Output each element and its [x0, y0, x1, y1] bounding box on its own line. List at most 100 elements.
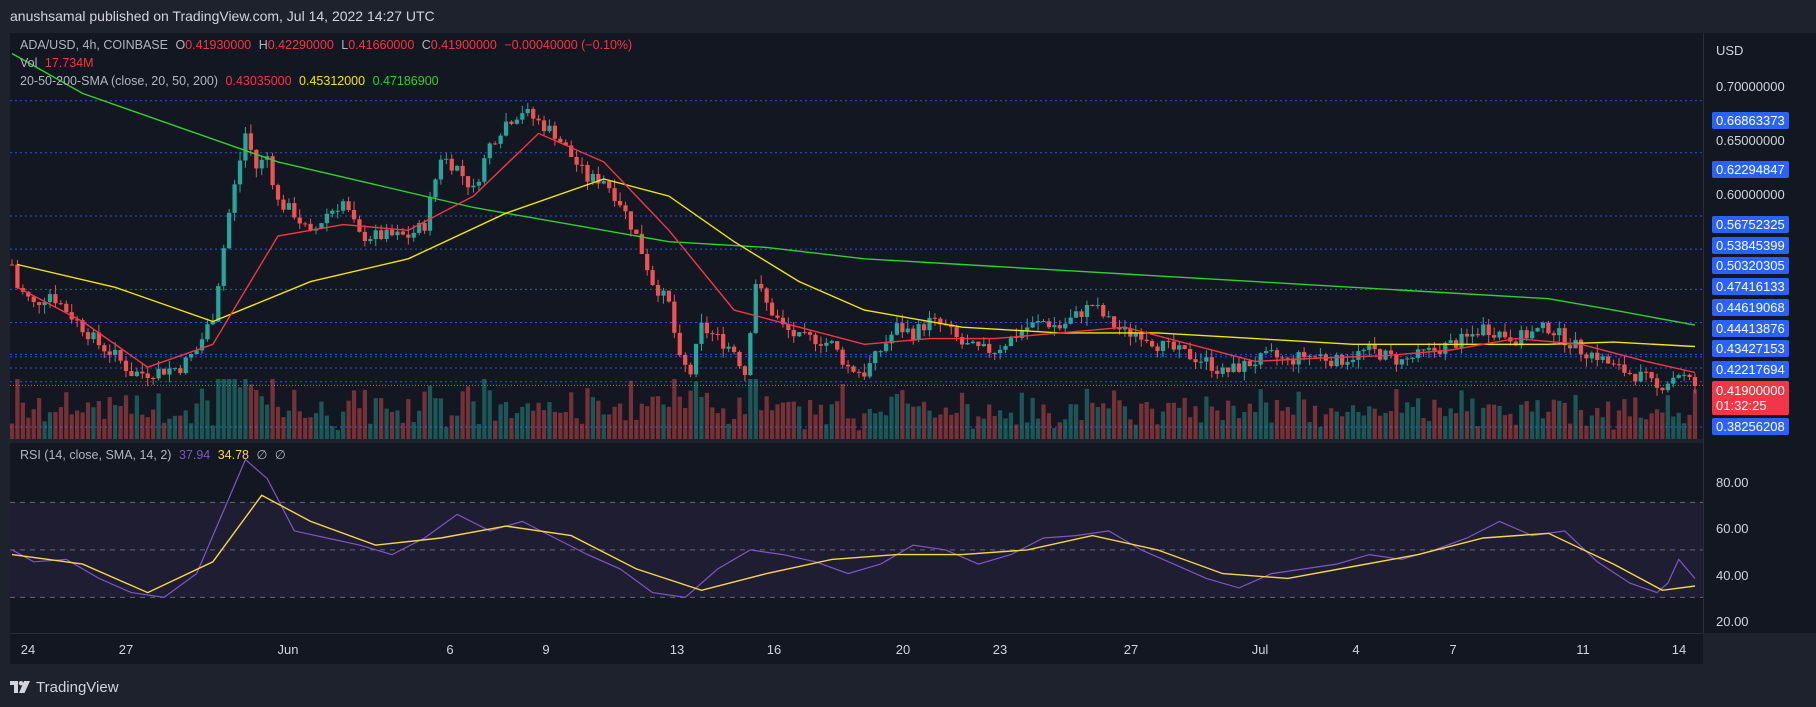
volume-bar	[1030, 397, 1035, 439]
price-level-label: 0.38256208	[1712, 418, 1789, 435]
candle-body	[650, 270, 655, 285]
volume-bar	[759, 410, 764, 439]
candle-body	[482, 158, 487, 182]
time-tick: 6	[446, 642, 454, 657]
volume-bar	[1253, 412, 1258, 439]
candle-body	[221, 248, 226, 286]
candle-body	[270, 156, 275, 186]
volume-bar	[509, 418, 514, 439]
volume-bar	[20, 402, 25, 439]
candle-body	[37, 302, 42, 306]
rsi-chart[interactable]	[10, 443, 1703, 633]
volume-value: 17.734M	[44, 56, 94, 70]
volume-bar	[368, 423, 373, 439]
brand-name[interactable]: TradingView	[36, 678, 119, 696]
last-price-label: 0.41900000 01:32:25	[1712, 381, 1789, 415]
publisher-line: anushsamal published on TradingView.com,…	[10, 8, 435, 24]
tradingview-logo-icon[interactable]	[10, 681, 30, 693]
time-axis[interactable]: 24 27 Jun 6 9 13 16 20 23 27 Jul 4 7 11 …	[10, 633, 1703, 664]
candle-body	[536, 118, 541, 121]
candle-body	[775, 315, 780, 318]
candle-body	[1215, 370, 1220, 374]
rsi-label[interactable]: RSI (14, close, SMA, 14, 2)	[20, 448, 172, 462]
volume-bar	[80, 412, 85, 439]
candle-body	[759, 283, 764, 289]
symbol-label[interactable]: ADA/USD, 4h, COINBASE	[20, 38, 168, 52]
candle-body	[525, 109, 530, 114]
candle-body	[1155, 346, 1160, 352]
candle-body	[1139, 333, 1144, 340]
volume-bar	[1388, 411, 1394, 439]
volume-bar	[129, 413, 134, 439]
candle-body	[498, 135, 503, 144]
volume-bar	[341, 411, 346, 439]
candle-body	[1334, 354, 1339, 367]
candle-body	[1231, 363, 1236, 373]
volume-bar	[780, 402, 786, 439]
volume-bar	[319, 401, 324, 439]
rsi-pane[interactable]: RSI (14, close, SMA, 14, 2) 37.94 34.78 …	[10, 443, 1703, 633]
volume-bar	[569, 392, 574, 439]
volume-bar	[1345, 411, 1350, 439]
candle-body	[818, 344, 824, 346]
candle-body	[1497, 331, 1502, 338]
volume-bar	[1394, 389, 1399, 439]
candle-body	[748, 333, 753, 376]
axis-unit: USD	[1716, 43, 1744, 58]
open-value: 0.41930000	[185, 38, 252, 52]
candle-body	[596, 173, 601, 184]
rsi-sma-line	[11, 494, 1696, 594]
candle-body	[1682, 374, 1687, 376]
volume-bar	[824, 424, 829, 439]
volume-bar	[954, 412, 959, 439]
volume-bar	[900, 390, 905, 439]
candle-body	[1633, 373, 1638, 382]
volume-bar	[1378, 415, 1383, 439]
candle-body	[1367, 343, 1372, 350]
volume-bar	[1361, 415, 1366, 439]
sma-label[interactable]: 20-50-200-SMA (close, 20, 50, 200)	[20, 74, 219, 88]
candle-body	[607, 181, 612, 189]
volume-bar	[889, 396, 894, 439]
volume-bar	[1350, 405, 1356, 439]
candle-body	[1003, 346, 1008, 350]
candle-body	[85, 332, 91, 340]
volume-bar	[585, 388, 590, 439]
volume-bar	[1269, 422, 1274, 439]
candle-body	[1035, 320, 1041, 323]
candle-body	[693, 343, 699, 375]
volume-bar	[1209, 406, 1214, 439]
candle-body	[1671, 377, 1676, 384]
rsi-line	[11, 458, 1696, 599]
candle-body	[932, 317, 938, 319]
candle-body	[634, 229, 639, 234]
volume-bar	[628, 380, 634, 439]
volume-bar	[102, 418, 107, 439]
candle-body	[189, 354, 194, 358]
volume-label[interactable]: Vol	[20, 56, 38, 70]
price-level-label: 0.42217694	[1712, 361, 1789, 378]
volume-bar	[64, 392, 69, 439]
candle-body	[1622, 364, 1627, 373]
price-pane[interactable]: ADA/USD, 4h, COINBASE O0.41930000 H0.422…	[9, 33, 1703, 439]
price-chart[interactable]	[9, 33, 1703, 439]
rsi-tick: 60.00	[1716, 521, 1749, 536]
volume-bar	[601, 414, 606, 439]
candle-body	[1339, 354, 1345, 365]
time-tick: 11	[1576, 642, 1590, 657]
volume-bar	[1367, 406, 1372, 439]
candle-body	[541, 120, 547, 132]
candle-body	[547, 125, 552, 132]
candle-body	[91, 332, 96, 340]
candle-body	[1084, 304, 1090, 317]
sma20-line	[17, 132, 1696, 374]
candle-body	[15, 264, 20, 289]
candle-body	[9, 264, 15, 266]
candle-body	[1014, 337, 1019, 339]
candle-body	[764, 288, 769, 303]
volume-bar	[75, 410, 80, 439]
volume-bar	[1155, 424, 1160, 439]
candle-body	[1117, 327, 1122, 330]
sma50-value: 0.45312000	[299, 74, 366, 88]
volume-bar	[541, 410, 547, 439]
